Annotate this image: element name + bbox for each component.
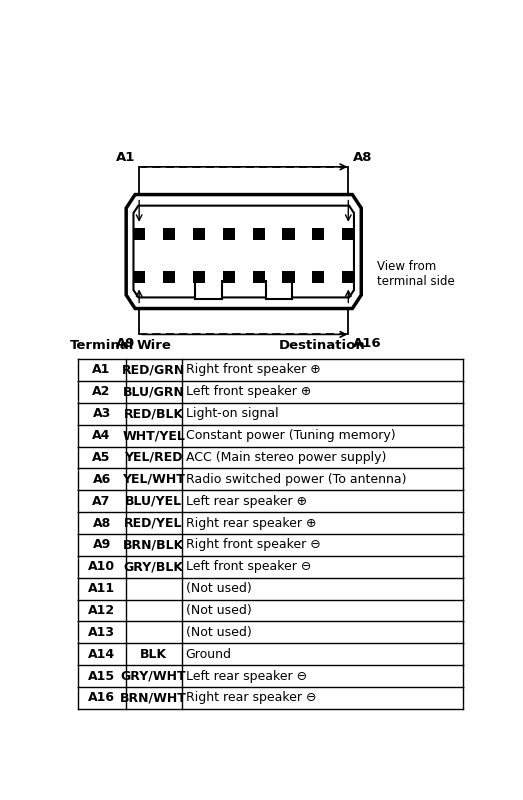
Text: Destination: Destination [279,338,366,352]
Text: RED/YEL: RED/YEL [124,517,183,530]
Bar [223,271,235,283]
Bar [133,228,145,240]
Text: A2: A2 [93,386,111,398]
Bar [282,228,294,240]
Text: BLK: BLK [140,648,167,661]
Text: A13: A13 [88,626,115,639]
Bar [312,228,324,240]
Text: Right front speaker ⊕: Right front speaker ⊕ [186,363,320,377]
Text: Left front speaker ⊕: Left front speaker ⊕ [186,386,311,398]
Text: RED/GRN: RED/GRN [122,363,185,377]
Bar [193,271,205,283]
Text: A9: A9 [116,338,135,350]
Text: Radio switched power (To antenna): Radio switched power (To antenna) [186,473,406,486]
Text: Wire: Wire [136,338,171,352]
Text: Left front speaker ⊖: Left front speaker ⊖ [186,560,311,574]
Bar [163,271,175,283]
Text: A16: A16 [88,691,115,705]
Polygon shape [133,206,354,298]
Text: A3: A3 [93,407,111,420]
Text: A14: A14 [88,648,115,661]
Text: A1: A1 [93,363,111,377]
Text: Right front speaker ⊖: Right front speaker ⊖ [186,538,320,551]
Text: GRY/WHT: GRY/WHT [121,670,186,682]
Text: BRN/BLK: BRN/BLK [123,538,184,551]
Text: (Not used): (Not used) [186,604,252,617]
Text: RED/BLK: RED/BLK [123,407,184,420]
Text: (Not used): (Not used) [186,626,252,639]
Text: A16: A16 [353,338,382,350]
Bar [342,228,355,240]
Text: Right rear speaker ⊖: Right rear speaker ⊖ [186,691,316,705]
Text: BLU/YEL: BLU/YEL [125,494,182,508]
Bar [193,228,205,240]
Text: GRY/BLK: GRY/BLK [123,560,184,574]
Bar [223,228,235,240]
Text: YEL/RED: YEL/RED [124,451,183,464]
Bar [282,271,294,283]
Text: View from
terminal side: View from terminal side [378,260,455,288]
Text: A10: A10 [88,560,115,574]
Bar [163,228,175,240]
Bar [312,271,324,283]
Text: Right rear speaker ⊕: Right rear speaker ⊕ [186,517,316,530]
Bar [133,271,145,283]
Polygon shape [126,194,361,309]
Text: Terminal: Terminal [70,338,134,352]
Text: Ground: Ground [186,648,232,661]
Text: A5: A5 [93,451,111,464]
Text: A7: A7 [93,494,111,508]
Bar [266,278,292,298]
Text: WHT/YEL: WHT/YEL [122,429,185,442]
Text: (Not used): (Not used) [186,582,252,595]
Text: A8: A8 [93,517,111,530]
Text: A4: A4 [93,429,111,442]
Text: Constant power (Tuning memory): Constant power (Tuning memory) [186,429,395,442]
Text: A8: A8 [353,150,373,164]
Text: ACC (Main stereo power supply): ACC (Main stereo power supply) [186,451,386,464]
Text: A15: A15 [88,670,115,682]
Text: BRN/WHT: BRN/WHT [120,691,187,705]
Bar [253,228,265,240]
Text: Light-on signal: Light-on signal [186,407,278,420]
Text: YEL/WHT: YEL/WHT [122,473,185,486]
Text: Left rear speaker ⊖: Left rear speaker ⊖ [186,670,306,682]
Text: Left rear speaker ⊕: Left rear speaker ⊕ [186,494,306,508]
Text: A9: A9 [93,538,111,551]
Bar [195,278,222,298]
Text: A6: A6 [93,473,111,486]
Text: A11: A11 [88,582,115,595]
Text: BLU/GRN: BLU/GRN [123,386,185,398]
Bar [253,271,265,283]
Bar [342,271,355,283]
Text: A12: A12 [88,604,115,617]
Text: A1: A1 [116,150,135,164]
